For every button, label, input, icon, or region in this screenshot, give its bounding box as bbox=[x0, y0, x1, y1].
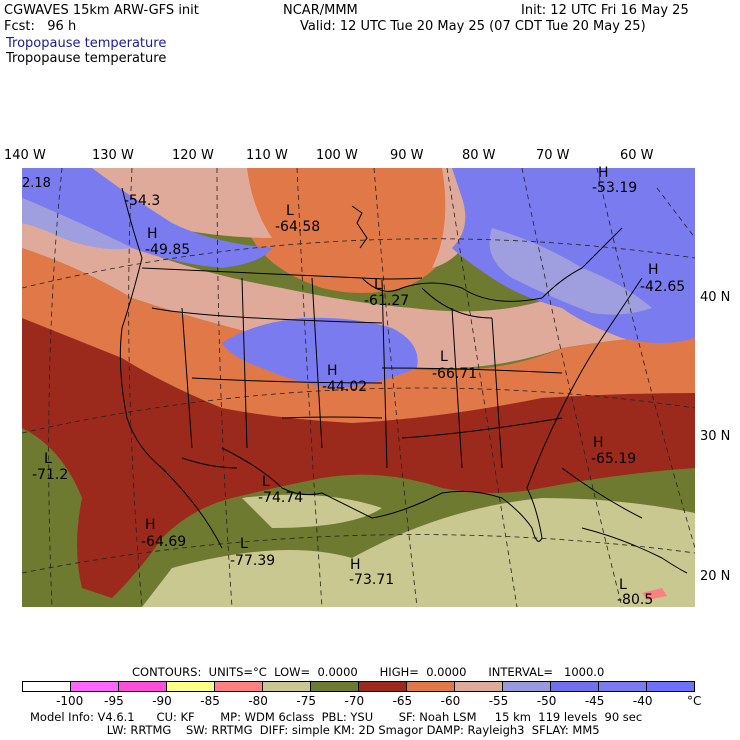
colorbar-label: -50 bbox=[536, 694, 557, 708]
low-marker: L bbox=[374, 277, 382, 293]
map-value-label: -66.71 bbox=[432, 366, 478, 382]
high-marker: H bbox=[147, 226, 158, 242]
colorbar-swatch bbox=[647, 682, 694, 691]
colorbar-label: °C bbox=[687, 694, 702, 708]
colorbar-label: -75 bbox=[296, 694, 317, 708]
map-value-label: 2.18 bbox=[22, 176, 51, 191]
low-marker: L bbox=[240, 536, 248, 552]
low-marker: L bbox=[440, 349, 448, 365]
init-time: Init: 12 UTC Fri 16 May 25 bbox=[521, 3, 689, 18]
org-label: NCAR/MMM bbox=[283, 3, 358, 18]
map-value-label: -64.58 bbox=[275, 219, 321, 235]
map-value-label: -53.19 bbox=[592, 180, 638, 196]
colorbar-swatch bbox=[215, 682, 263, 691]
colorbar-swatch bbox=[311, 682, 359, 691]
map-value-label: -71.2 bbox=[32, 467, 69, 483]
high-marker: H bbox=[593, 435, 604, 451]
colorbar-swatch bbox=[23, 682, 71, 691]
colorbar-label: -45 bbox=[584, 694, 605, 708]
map-value-label: -61.27 bbox=[364, 293, 410, 309]
colorbar-swatch bbox=[455, 682, 503, 691]
colorbar-swatch bbox=[263, 682, 311, 691]
high-marker: H bbox=[145, 517, 156, 533]
high-marker: H bbox=[648, 262, 659, 278]
lon-label: 120 W bbox=[172, 148, 214, 163]
colorbar-label: -70 bbox=[344, 694, 365, 708]
colorbar-swatch bbox=[551, 682, 599, 691]
field-title-blue: Tropopause temperature bbox=[6, 36, 167, 51]
colorbar-swatch bbox=[599, 682, 647, 691]
low-marker: L bbox=[619, 577, 627, 593]
colorbar-label: -80 bbox=[248, 694, 268, 708]
colorbar-swatch bbox=[359, 682, 407, 691]
model-info-line2: LW: RRTMG SW: RRTMG DIFF: simple KM: 2D … bbox=[30, 723, 600, 737]
colorbar-label: -90 bbox=[152, 694, 172, 708]
low-marker: L bbox=[262, 474, 270, 490]
colorbar-label: -55 bbox=[488, 694, 509, 708]
lon-label: 100 W bbox=[316, 148, 358, 163]
map-value-label: -77.39 bbox=[230, 553, 276, 569]
lat-label: 20 N bbox=[700, 569, 731, 584]
map-value-label: -65.19 bbox=[591, 451, 637, 467]
colorbar-label: -40 bbox=[632, 694, 653, 708]
map-value-label: -64.69 bbox=[141, 534, 187, 550]
map-value-label: -44.02 bbox=[322, 379, 368, 395]
lat-label: 30 N bbox=[700, 429, 731, 444]
colorbar bbox=[22, 681, 695, 692]
lon-label: 110 W bbox=[246, 148, 288, 163]
lon-label: 80 W bbox=[462, 148, 496, 163]
low-marker: L bbox=[286, 203, 294, 219]
colorbar-swatch bbox=[503, 682, 551, 691]
colorbar-swatch bbox=[71, 682, 119, 691]
map-value-label: -73.71 bbox=[349, 572, 395, 588]
model-title: CGWAVES 15km ARW-GFS init bbox=[4, 3, 199, 18]
lon-label: 60 W bbox=[620, 148, 654, 163]
colorbar-label: -60 bbox=[440, 694, 461, 708]
colorbar-label: -65 bbox=[392, 694, 413, 708]
high-marker: H bbox=[598, 165, 609, 181]
forecast-hour: Fcst: 96 h bbox=[4, 19, 77, 34]
lon-label: 70 W bbox=[536, 148, 570, 163]
lon-label: 90 W bbox=[390, 148, 424, 163]
low-marker: L bbox=[44, 451, 52, 467]
map-value-label: -54.3 bbox=[124, 193, 161, 209]
tropopause-temperature-map bbox=[22, 168, 695, 607]
colorbar-label: -85 bbox=[200, 694, 220, 708]
lat-label: 40 N bbox=[700, 290, 731, 305]
map-value-label: -74.74 bbox=[258, 490, 304, 506]
map-value-label: -80.5 bbox=[617, 592, 654, 608]
colorbar-label: -95 bbox=[104, 694, 124, 708]
model-info-line1: Model Info: V4.6.1 CU: KF MP: WDM 6class… bbox=[30, 710, 643, 724]
field-title: Tropopause temperature bbox=[6, 51, 167, 66]
high-marker: H bbox=[350, 557, 361, 573]
map-value-label: -49.85 bbox=[145, 242, 191, 258]
lon-label: 130 W bbox=[92, 148, 134, 163]
colorbar-swatch bbox=[407, 682, 455, 691]
contours-info: CONTOURS: UNITS=°C LOW= 0.0000 HIGH= 0.0… bbox=[132, 665, 605, 679]
colorbar-swatch bbox=[167, 682, 215, 691]
lon-label: 140 W bbox=[4, 148, 46, 163]
colorbar-swatch bbox=[119, 682, 167, 691]
map-value-label: -42.65 bbox=[640, 279, 686, 295]
high-marker: H bbox=[327, 363, 338, 379]
colorbar-label: -100 bbox=[56, 694, 84, 708]
valid-time: Valid: 12 UTC Tue 20 May 25 (07 CDT Tue … bbox=[300, 19, 646, 34]
